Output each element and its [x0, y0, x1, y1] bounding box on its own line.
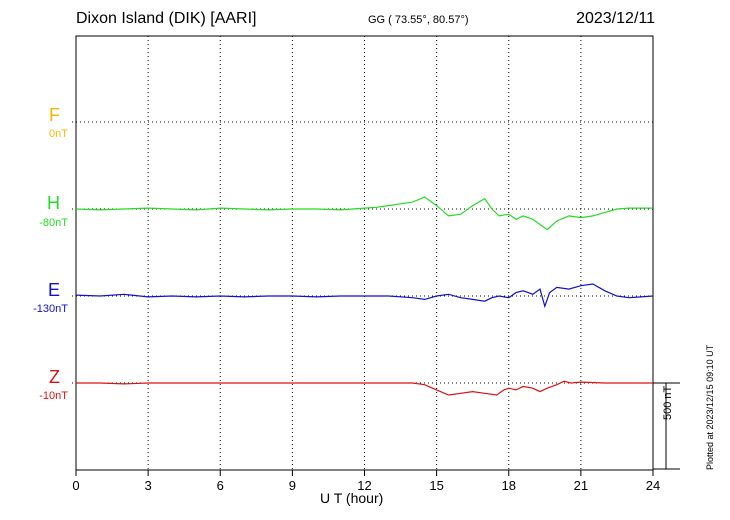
series-z — [76, 380, 653, 396]
channel-h-baseline: -80nT — [39, 217, 68, 229]
x-tick-label: 0 — [72, 478, 79, 493]
x-tick-label: 6 — [217, 478, 224, 493]
x-tick-label: 24 — [646, 478, 660, 493]
x-axis-label: U T (hour) — [320, 490, 384, 506]
coordinates-label: GG ( 73.55°, 80.57°) — [368, 14, 469, 26]
channel-f-letter: F — [49, 105, 60, 125]
scale-bar-label: 500 nT — [662, 385, 674, 420]
channel-e-baseline: -130nT — [33, 303, 68, 315]
channel-f-baseline: 0nT — [49, 128, 68, 140]
channel-h-letter: H — [47, 193, 60, 213]
channel-z-letter: Z — [49, 367, 60, 387]
channel-z-baseline: -10nT — [39, 390, 68, 402]
x-tick-label: 18 — [502, 478, 516, 493]
chart-title: Dixon Island (DIK) [AARI] — [76, 10, 257, 27]
series-e — [75, 283, 654, 309]
date-label: 2023/12/11 — [576, 10, 655, 27]
x-tick-label: 21 — [574, 478, 588, 493]
channel-e-letter: E — [47, 280, 60, 300]
plotted-timestamp: Plotted at 2023/12/15 09:10 UT — [705, 344, 715, 470]
x-tick-label: 15 — [429, 478, 443, 493]
series-h — [75, 196, 653, 231]
x-tick-label: 9 — [289, 478, 296, 493]
x-tick-label: 3 — [145, 478, 152, 493]
x-tick-label: 12 — [357, 478, 371, 493]
